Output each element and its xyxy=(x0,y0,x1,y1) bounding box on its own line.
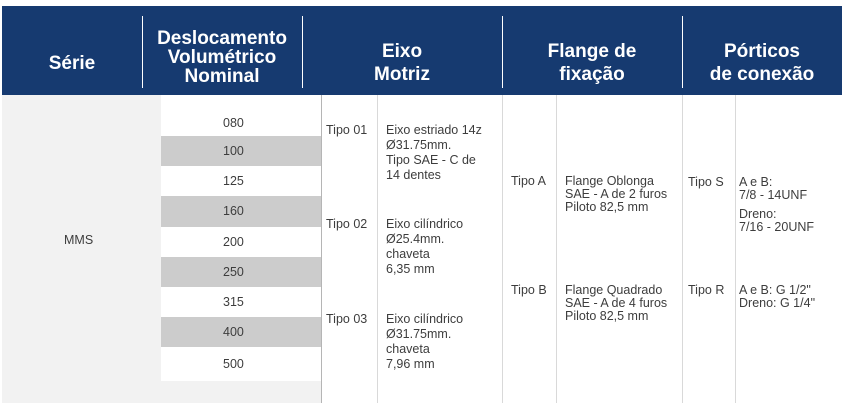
eixo-line: Eixo estriado 14z xyxy=(386,123,482,137)
porticos-description: A e B: G 1/2" Dreno: G 1/4" xyxy=(739,284,815,310)
porticos-line: A e B: G 1/2" xyxy=(739,283,811,297)
deslocamento-value: 400 xyxy=(223,325,244,340)
porticos-tipo-label: Tipo S xyxy=(688,175,724,189)
deslocamento-row: 250 xyxy=(161,256,321,287)
porticos-divider xyxy=(735,95,736,403)
eixo-tipo-label: Tipo 03 xyxy=(326,312,368,326)
header-deslocamento: Deslocamento Volumétrico Nominal xyxy=(142,6,302,95)
deslocamento-column: 080 100 125 160 200 250 315 400 500 xyxy=(161,95,321,382)
deslocamento-row: 080 xyxy=(161,95,321,136)
flange-line: Piloto 82,5 mm xyxy=(565,309,649,323)
porticos-line: 7/16 - 20UNF xyxy=(739,220,815,234)
specifications-table: Série Deslocamento Volumétrico Nominal E… xyxy=(2,6,842,403)
eixo-tipo-label: Tipo 02 xyxy=(326,217,368,231)
eixo-line: 7,96 mm xyxy=(386,357,435,371)
porticos-line: A e B: xyxy=(739,175,773,189)
eixo-description: Eixo cilíndrico Ø31.75mm. chaveta 7,96 m… xyxy=(386,312,463,372)
header-porticos: Pórticos de conexão xyxy=(682,6,842,95)
deslocamento-row: 500 xyxy=(161,347,321,382)
eixo-line: Eixo cilíndrico xyxy=(386,312,464,326)
deslocamento-row: 315 xyxy=(161,286,321,318)
porticos-tipo-label: Tipo R xyxy=(688,283,725,297)
flange-column: Tipo A Flange Oblonga SAE - A de 2 furos… xyxy=(502,95,682,403)
table-body: MMS 080 100 125 160 200 250 315 400 500 … xyxy=(2,95,842,403)
eixo-line: Ø31.75mm. xyxy=(386,138,452,152)
header-divider xyxy=(142,16,143,88)
table-header: Série Deslocamento Volumétrico Nominal E… xyxy=(2,6,842,95)
deslocamento-value: 200 xyxy=(223,234,244,249)
header-eixo-line: Eixo xyxy=(381,41,423,62)
header-serie: Série xyxy=(2,6,142,95)
eixo-line: chaveta xyxy=(386,342,430,356)
deslocamento-value: 315 xyxy=(223,295,244,310)
flange-line: Flange Oblonga xyxy=(565,174,654,188)
eixo-column: Tipo 01 Eixo estriado 14z Ø31.75mm. Tipo… xyxy=(321,95,502,403)
deslocamento-value: 125 xyxy=(223,174,244,189)
deslocamento-row: 200 xyxy=(161,226,321,257)
deslocamento-row: 100 xyxy=(161,136,321,167)
eixo-line: Ø31.75mm. xyxy=(386,327,452,341)
porticos-line: Dreno: G 1/4" xyxy=(739,296,816,310)
flange-line: SAE - A de 4 furos xyxy=(565,296,668,310)
eixo-divider xyxy=(377,95,378,403)
header-porticos-line: de conexão xyxy=(709,64,815,85)
porticos-line: 7/8 - 14UNF xyxy=(739,188,808,202)
header-deslocamento-line: Nominal xyxy=(184,66,260,87)
eixo-tipo-label: Tipo 01 xyxy=(326,123,368,137)
deslocamento-value: 100 xyxy=(223,144,244,159)
header-serie-label: Série xyxy=(48,53,96,74)
header-eixo: Eixo Motriz xyxy=(302,6,502,95)
eixo-line: 6,35 mm xyxy=(386,262,435,276)
deslocamento-value: 160 xyxy=(223,204,244,219)
header-flange-line: fixação xyxy=(559,64,625,85)
header-deslocamento-line: Deslocamento xyxy=(157,28,287,49)
flange-description: Flange Quadrado SAE - A de 4 furos Pilot… xyxy=(565,284,667,323)
header-eixo-line: Motriz xyxy=(374,64,430,85)
eixo-line: Tipo SAE - C de xyxy=(386,153,476,167)
deslocamento-row: 160 xyxy=(161,196,321,227)
deslocamento-value: 080 xyxy=(223,116,244,130)
eixo-line: chaveta xyxy=(386,247,430,261)
porticos-description: A e B: 7/8 - 14UNF Dreno: 7/16 - 20UNF xyxy=(739,176,814,234)
flange-line: Flange Quadrado xyxy=(565,283,663,297)
serie-cell: MMS xyxy=(2,95,142,403)
header-porticos-line: Pórticos xyxy=(723,41,801,62)
deslocamento-row: 400 xyxy=(161,317,321,348)
header-divider xyxy=(302,16,303,88)
deslocamento-value: 500 xyxy=(223,357,244,372)
porticos-line: Dreno: xyxy=(739,207,777,221)
porticos-column: Tipo S A e B: 7/8 - 14UNF Dreno: 7/16 - … xyxy=(682,95,842,403)
eixo-description: Eixo cilíndrico Ø25.4mm. chaveta 6,35 mm xyxy=(386,217,463,277)
header-deslocamento-line: Volumétrico xyxy=(167,47,277,68)
flange-tipo-label: Tipo A xyxy=(511,174,546,188)
flange-line: SAE - A de 2 furos xyxy=(565,187,668,201)
header-divider xyxy=(502,16,503,88)
header-flange-line: Flange de xyxy=(547,41,637,62)
eixo-line: 14 dentes xyxy=(386,168,441,182)
flange-description: Flange Oblonga SAE - A de 2 furos Piloto… xyxy=(565,175,667,214)
eixo-line: Ø25.4mm. xyxy=(386,232,445,246)
eixo-line: Eixo cilíndrico xyxy=(386,217,464,231)
header-divider xyxy=(682,16,683,88)
deslocamento-value: 250 xyxy=(223,264,244,279)
serie-value: MMS xyxy=(64,233,94,247)
flange-divider xyxy=(556,95,557,403)
flange-line: Piloto 82,5 mm xyxy=(565,200,649,214)
eixo-description: Eixo estriado 14z Ø31.75mm. Tipo SAE - C… xyxy=(386,123,482,183)
deslocamento-row: 125 xyxy=(161,166,321,197)
flange-tipo-label: Tipo B xyxy=(511,283,547,297)
header-flange: Flange de fixação xyxy=(502,6,682,95)
